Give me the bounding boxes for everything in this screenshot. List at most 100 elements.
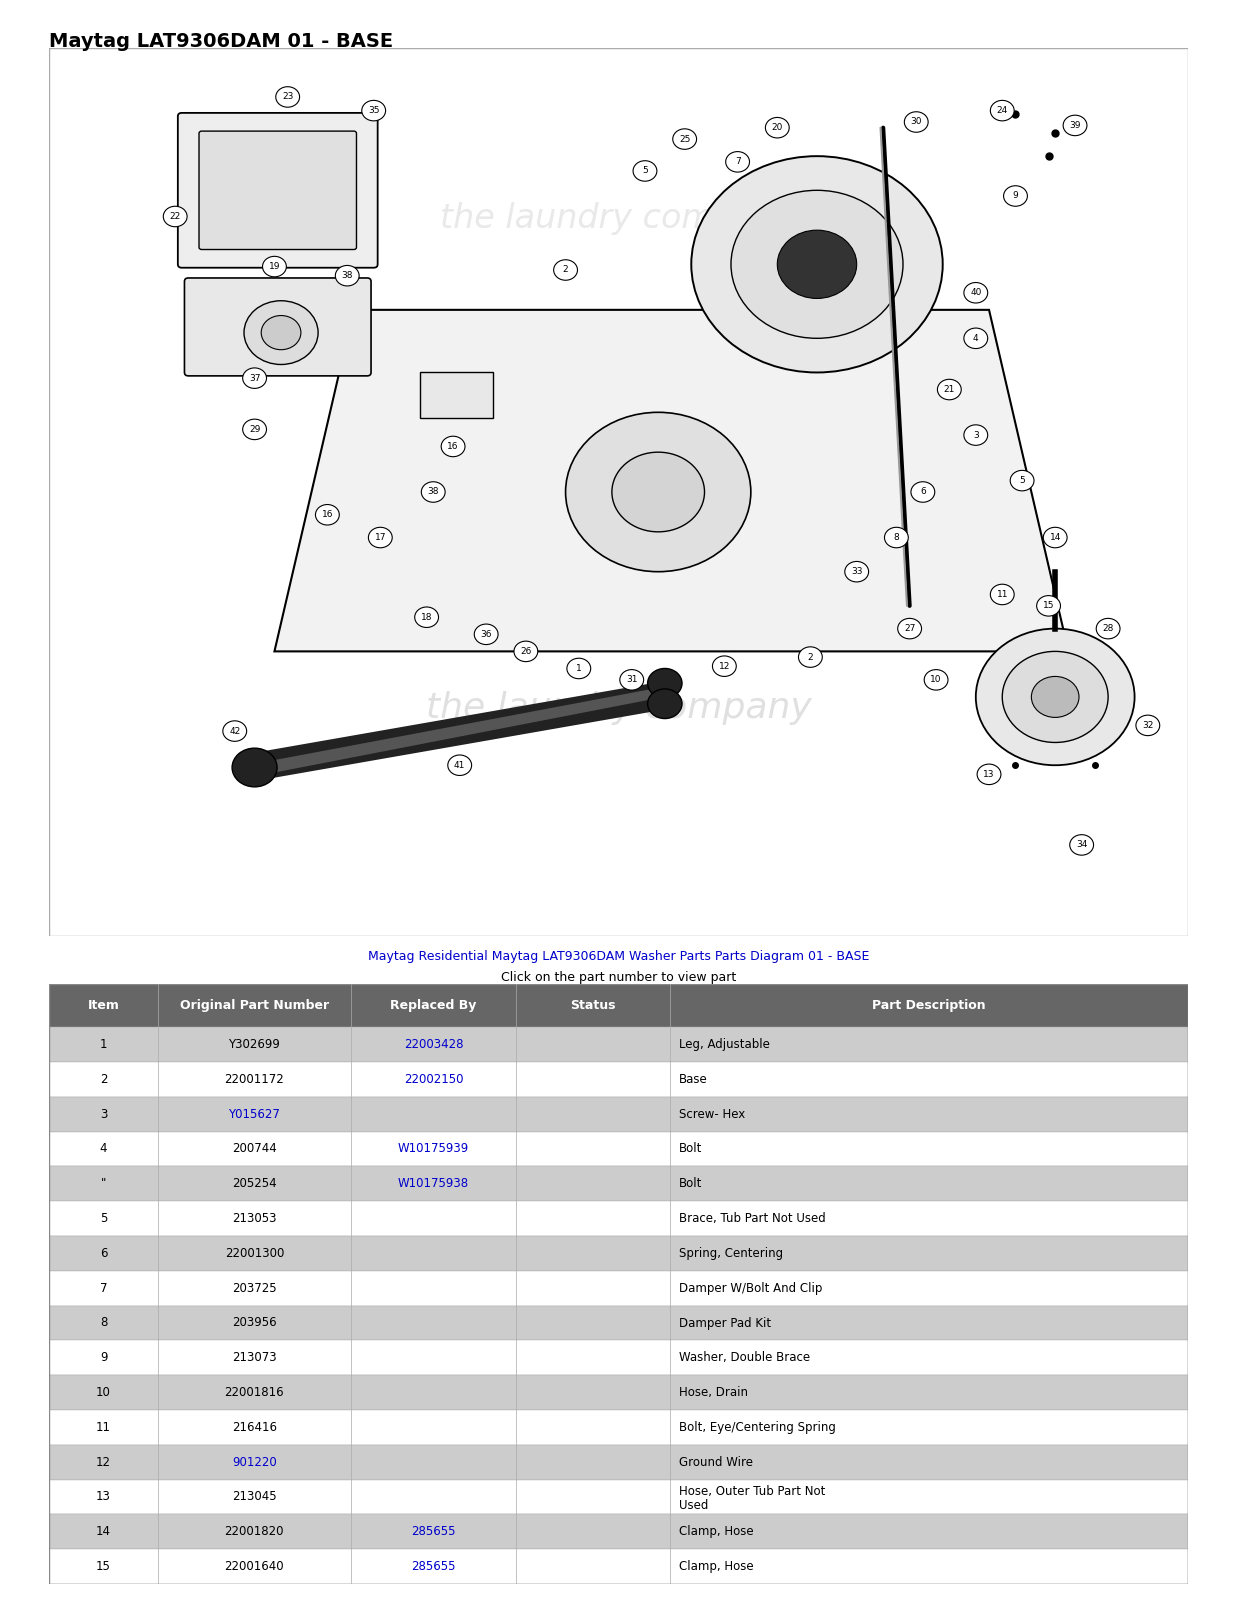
Text: 37: 37 [249, 374, 260, 382]
Text: 39: 39 [1069, 122, 1081, 130]
Bar [49, 1549, 1188, 1584]
Bar [49, 1235, 1188, 1270]
Text: 24: 24 [997, 106, 1008, 115]
Circle shape [691, 157, 943, 373]
Text: 15: 15 [1043, 602, 1054, 610]
Circle shape [612, 453, 705, 531]
Bar [49, 1062, 1188, 1098]
Text: 203956: 203956 [233, 1317, 277, 1330]
Circle shape [898, 618, 922, 638]
Text: 18: 18 [421, 613, 433, 622]
Circle shape [442, 437, 465, 456]
Circle shape [1037, 595, 1060, 616]
Text: 285655: 285655 [412, 1525, 455, 1538]
Circle shape [910, 482, 935, 502]
Text: 22: 22 [169, 211, 181, 221]
Text: 22001300: 22001300 [225, 1246, 285, 1259]
Text: 9: 9 [1013, 192, 1018, 200]
Text: 40: 40 [970, 288, 981, 298]
Text: 213073: 213073 [233, 1352, 277, 1365]
Circle shape [1096, 618, 1119, 638]
Text: 5: 5 [642, 166, 648, 176]
Bar [49, 1341, 1188, 1376]
Text: Brace, Tub Part Not Used: Brace, Tub Part Not Used [679, 1213, 825, 1226]
Circle shape [276, 86, 299, 107]
Polygon shape [265, 688, 658, 774]
Circle shape [554, 259, 578, 280]
FancyBboxPatch shape [184, 278, 371, 376]
Text: 2: 2 [563, 266, 568, 275]
Circle shape [713, 656, 736, 677]
Circle shape [565, 413, 751, 571]
Text: 16: 16 [448, 442, 459, 451]
Bar [49, 1131, 1188, 1166]
Text: 21: 21 [944, 386, 955, 394]
Text: 22003428: 22003428 [403, 1038, 464, 1051]
Circle shape [620, 669, 643, 690]
Text: 200744: 200744 [233, 1142, 277, 1155]
Circle shape [884, 528, 908, 547]
Text: Y302699: Y302699 [229, 1038, 281, 1051]
Text: Bolt: Bolt [679, 1142, 703, 1155]
Circle shape [798, 646, 823, 667]
Text: 28: 28 [1102, 624, 1113, 634]
Text: W10175938: W10175938 [398, 1178, 469, 1190]
Circle shape [1063, 115, 1087, 136]
Circle shape [938, 379, 961, 400]
Circle shape [244, 301, 318, 365]
Circle shape [1043, 528, 1068, 547]
Text: Bolt, Eye/Centering Spring: Bolt, Eye/Centering Spring [679, 1421, 836, 1434]
Text: Spring, Centering: Spring, Centering [679, 1246, 783, 1259]
Text: W10175939: W10175939 [398, 1142, 469, 1155]
Text: Hose, Drain: Hose, Drain [679, 1386, 748, 1398]
Text: 33: 33 [851, 566, 862, 576]
Text: 42: 42 [229, 726, 240, 736]
Text: 7: 7 [100, 1282, 108, 1294]
Circle shape [242, 419, 266, 440]
Text: 7: 7 [735, 157, 741, 166]
Text: 11: 11 [997, 590, 1008, 598]
Polygon shape [275, 310, 1069, 651]
Circle shape [673, 130, 696, 149]
Text: Part Description: Part Description [872, 998, 986, 1013]
Text: 15: 15 [96, 1560, 111, 1573]
Text: 216416: 216416 [231, 1421, 277, 1434]
Bar [49, 1202, 1188, 1235]
Circle shape [648, 690, 682, 718]
Circle shape [648, 669, 682, 698]
Bar [49, 1027, 1188, 1062]
Text: 20: 20 [772, 123, 783, 133]
Text: 1: 1 [576, 664, 581, 674]
Text: 31: 31 [626, 675, 637, 685]
Text: Maytag Residential Maytag LAT9306DAM Washer Parts Parts Diagram 01 - BASE: Maytag Residential Maytag LAT9306DAM Was… [367, 950, 870, 963]
Text: 3: 3 [974, 430, 978, 440]
Circle shape [262, 256, 286, 277]
Circle shape [513, 642, 538, 662]
Text: 22002150: 22002150 [403, 1074, 464, 1086]
Circle shape [991, 101, 1014, 122]
Text: Damper Pad Kit: Damper Pad Kit [679, 1317, 771, 1330]
Text: Used: Used [679, 1499, 709, 1512]
Text: ": " [101, 1178, 106, 1190]
Text: 8: 8 [100, 1317, 108, 1330]
Text: Maytag LAT9306DAM 01 - BASE: Maytag LAT9306DAM 01 - BASE [49, 32, 393, 51]
Text: 6: 6 [100, 1246, 108, 1259]
Text: 16: 16 [322, 510, 333, 520]
Text: 213053: 213053 [233, 1213, 277, 1226]
Circle shape [474, 624, 499, 645]
Text: 14: 14 [96, 1525, 111, 1538]
Circle shape [233, 749, 277, 787]
Circle shape [567, 658, 591, 678]
Text: Bolt: Bolt [679, 1178, 703, 1190]
Text: 26: 26 [521, 646, 532, 656]
Text: 2: 2 [808, 653, 813, 661]
Text: 38: 38 [428, 488, 439, 496]
Circle shape [633, 160, 657, 181]
Text: 10: 10 [930, 675, 941, 685]
Text: Leg, Adjustable: Leg, Adjustable [679, 1038, 769, 1051]
Text: 901220: 901220 [233, 1456, 277, 1469]
Text: 35: 35 [367, 106, 380, 115]
Text: Washer, Double Brace: Washer, Double Brace [679, 1352, 810, 1365]
Circle shape [977, 765, 1001, 784]
Circle shape [1032, 677, 1079, 717]
